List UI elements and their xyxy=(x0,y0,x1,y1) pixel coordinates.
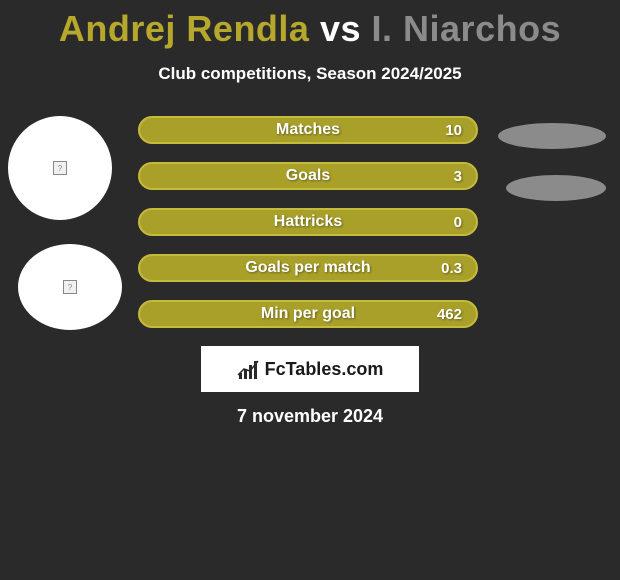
player1-name: Andrej Rendla xyxy=(59,8,310,49)
image-placeholder-icon: ? xyxy=(63,280,77,294)
player2-avatar: ? xyxy=(18,244,122,330)
date: 7 november 2024 xyxy=(0,406,620,427)
stat-row: Goals per match 0.3 xyxy=(138,254,480,282)
stat-value: 462 xyxy=(437,306,462,323)
source-logo: FcTables.com xyxy=(201,346,419,392)
stat-bar-matches: Matches 10 xyxy=(138,116,478,144)
stat-row: Matches 10 xyxy=(138,116,480,144)
stat-row: Hattricks 0 xyxy=(138,208,480,236)
stat-value: 0 xyxy=(454,214,462,231)
stat-row: Min per goal 462 xyxy=(138,300,480,328)
stat-bar-hattricks: Hattricks 0 xyxy=(138,208,478,236)
stat-bar-goals-per-match: Goals per match 0.3 xyxy=(138,254,478,282)
stat-value: 10 xyxy=(445,122,462,139)
stats-area: ? ? Matches 10 Goals 3 Hattricks 0 Goals… xyxy=(0,116,620,328)
stat-bar-min-per-goal: Min per goal 462 xyxy=(138,300,478,328)
stat-label: Goals xyxy=(286,167,330,185)
comparison-title: Andrej Rendla vs I. Niarchos xyxy=(0,0,620,50)
player2-pill xyxy=(506,175,606,201)
subtitle: Club competitions, Season 2024/2025 xyxy=(0,64,620,84)
stat-label: Goals per match xyxy=(245,259,370,277)
stat-bar-goals: Goals 3 xyxy=(138,162,478,190)
stat-value: 3 xyxy=(454,168,462,185)
vs-separator: vs xyxy=(320,8,361,49)
player2-pill xyxy=(498,123,606,149)
logo-text: FcTables.com xyxy=(265,359,384,380)
stat-label: Hattricks xyxy=(274,213,342,231)
stat-value: 0.3 xyxy=(441,260,462,277)
chart-icon xyxy=(237,359,259,379)
player2-name: I. Niarchos xyxy=(372,8,562,49)
stat-bars: Matches 10 Goals 3 Hattricks 0 Goals per… xyxy=(138,116,480,328)
stat-row: Goals 3 xyxy=(138,162,480,190)
stat-label: Min per goal xyxy=(261,305,355,323)
stat-label: Matches xyxy=(276,121,340,139)
player1-avatar: ? xyxy=(8,116,112,220)
image-placeholder-icon: ? xyxy=(53,161,67,175)
